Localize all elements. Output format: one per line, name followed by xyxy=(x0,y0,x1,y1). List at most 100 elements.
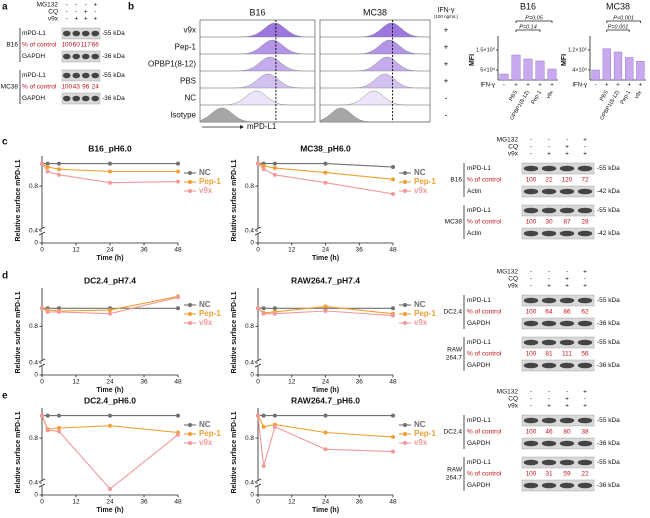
chart-title: RAW264.7_pH6.0 xyxy=(291,395,360,405)
legend-label: v9x xyxy=(199,318,213,327)
blot-band-area xyxy=(521,437,595,450)
data-point xyxy=(323,180,328,185)
blot-band xyxy=(541,339,557,346)
blot-band xyxy=(523,362,539,369)
data-point xyxy=(176,413,180,418)
data-point xyxy=(261,167,266,172)
treatment-sign: - xyxy=(530,269,532,276)
y-tick-label: 0.8 xyxy=(29,183,38,190)
data-point xyxy=(108,308,112,313)
treatment-sign: - xyxy=(530,283,532,290)
blot-band-area xyxy=(521,204,595,217)
ifn-sign: + xyxy=(444,77,449,86)
x-tick-label: 12 xyxy=(72,247,80,254)
ifn-sign: + xyxy=(444,43,449,52)
legend-label: Pep-1 xyxy=(199,309,221,318)
blot-band xyxy=(577,165,593,172)
x-tick-label: 0 xyxy=(256,247,260,254)
axis-break xyxy=(38,358,46,363)
legend-label: Pep-1 xyxy=(199,429,221,438)
cell-label: B16 xyxy=(450,177,462,184)
legend-marker xyxy=(403,303,407,307)
data-point xyxy=(45,161,50,166)
blot-band xyxy=(81,72,90,79)
data-point xyxy=(391,449,395,454)
axis-break xyxy=(38,226,46,231)
x-tick-label: 36 xyxy=(140,499,148,506)
blot-band xyxy=(523,440,539,447)
percent-value: 38 xyxy=(581,429,589,436)
hist-row-label: Isotype xyxy=(170,111,196,120)
legend-marker xyxy=(188,432,192,436)
percent-value: 120 xyxy=(562,177,573,184)
hist-curve xyxy=(200,73,315,89)
data-point xyxy=(45,164,50,169)
hist-curve xyxy=(320,56,430,72)
ifn-sign: + xyxy=(444,60,449,69)
blot-band xyxy=(523,165,539,172)
blot-band xyxy=(72,95,81,102)
percent-value: 59 xyxy=(563,471,571,478)
blot-band xyxy=(541,362,557,369)
percent-value: 111 xyxy=(562,351,572,358)
y-tick-label: 0.8 xyxy=(245,435,254,442)
data-point xyxy=(261,413,266,418)
blot-band xyxy=(559,339,575,346)
x-tick-label: 12 xyxy=(72,379,80,386)
ifn-sign: + xyxy=(538,83,542,89)
treatment-sign: + xyxy=(565,283,569,290)
percent-value: 86 xyxy=(563,309,571,316)
x-tick-label: 36 xyxy=(356,379,364,386)
data-point xyxy=(57,429,61,434)
blot-band xyxy=(559,230,575,237)
blot-band-area xyxy=(521,162,595,175)
row-label: mPD-L1 xyxy=(467,165,491,172)
hist-curve xyxy=(320,90,430,106)
kda-label: -55 kDa xyxy=(102,30,125,37)
legend-marker xyxy=(403,441,407,445)
data-point xyxy=(176,432,180,437)
y-tick-label: 0.4 xyxy=(29,228,38,235)
x-tick-label: 0 xyxy=(40,499,44,506)
chart-title: DC2.4_pH7.4 xyxy=(84,275,136,285)
panel-label: c xyxy=(2,137,8,148)
blot-band xyxy=(577,339,593,346)
chart-title: MC38 xyxy=(606,1,630,11)
blot-band xyxy=(81,53,90,60)
data-point xyxy=(261,306,266,311)
panel-label: a xyxy=(2,2,8,13)
row-label: Actin xyxy=(467,230,482,237)
blot-band-area xyxy=(61,69,101,82)
treatment-sign: + xyxy=(583,269,587,276)
bar xyxy=(613,51,623,81)
treatment-sign: + xyxy=(583,389,587,396)
treatment-sign: + xyxy=(565,151,569,158)
legend-label: v9x xyxy=(414,318,428,327)
blot-band xyxy=(559,417,575,424)
row-label: GAPDH xyxy=(467,440,490,447)
data-point xyxy=(57,309,61,314)
y-tick-label: 0.8 xyxy=(245,323,254,330)
percent-value: 66 xyxy=(92,42,100,49)
y-tick-label: 0 xyxy=(250,240,254,247)
x-tick-label: Pep-1 xyxy=(620,90,633,106)
percent-value: 80 xyxy=(563,429,571,436)
blot-band xyxy=(559,297,575,304)
blot-band xyxy=(559,188,575,195)
series-line xyxy=(257,415,394,467)
percent-label: % of control xyxy=(467,351,502,358)
percent-value: 100 xyxy=(61,84,72,91)
treatment-sign: - xyxy=(75,2,77,9)
blot-band xyxy=(541,417,557,424)
blot-band xyxy=(523,207,539,214)
cell-label: DC2.4 xyxy=(444,429,463,436)
data-point xyxy=(323,308,328,313)
hist-axis-label: mPD-L1 xyxy=(247,122,277,131)
data-point xyxy=(45,428,50,433)
x-tick-label: 36 xyxy=(140,247,148,254)
y-tick-label: 0.4 xyxy=(29,360,38,367)
hist-curve xyxy=(319,107,430,123)
y-axis-label: Relative surface mPD-L1 xyxy=(231,159,238,241)
data-point xyxy=(45,309,50,314)
bar xyxy=(547,68,557,81)
